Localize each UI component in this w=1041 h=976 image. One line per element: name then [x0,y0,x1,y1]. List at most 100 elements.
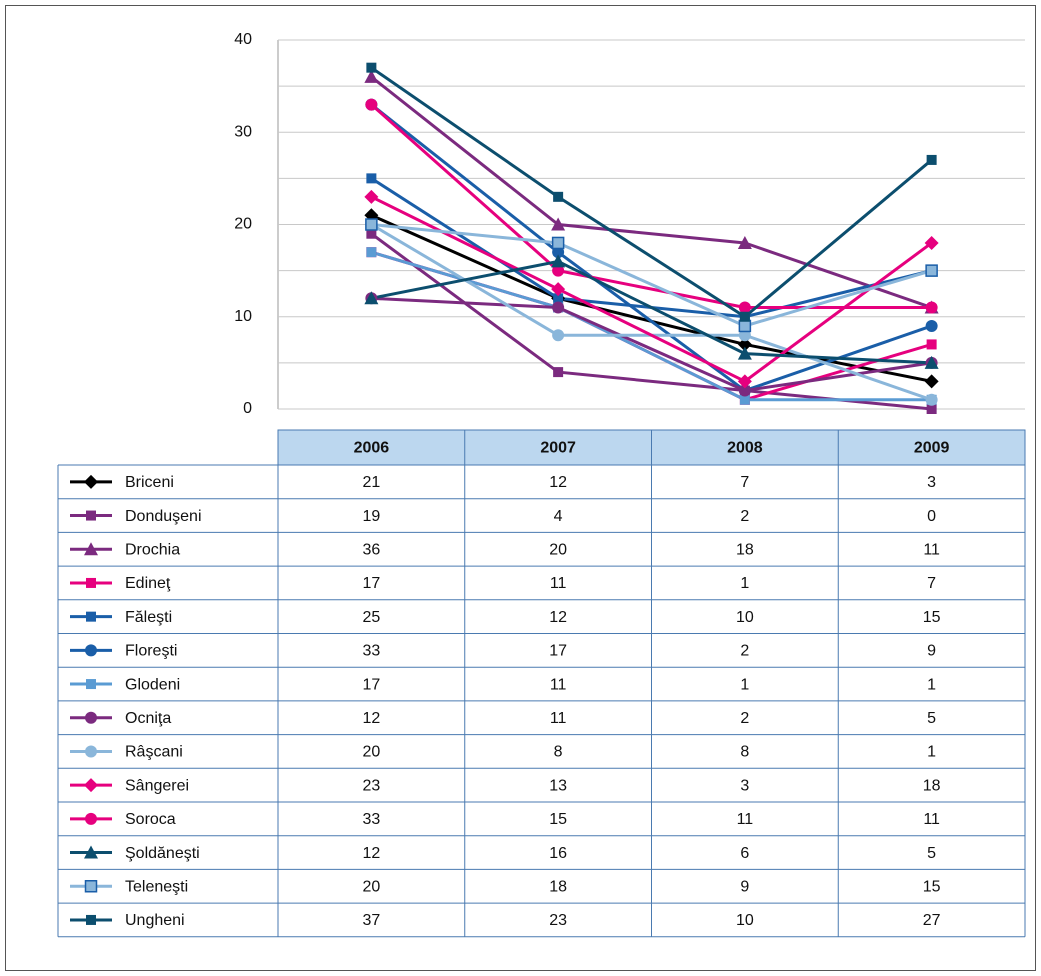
table-cell: 9 [740,878,749,895]
table-cell: 12 [549,474,567,491]
legend-label: Drochia [125,541,180,558]
legend-label: Briceni [125,474,174,491]
marker [552,264,565,277]
table-cell: 6 [740,845,749,862]
series-line [370,195,933,384]
marker [366,228,377,239]
table-header: 2008 [727,440,763,457]
legend-label: Donduşeni [125,508,202,525]
table-cell: 12 [362,710,380,727]
table-header: 2006 [354,440,390,457]
table-cell: 8 [554,744,563,761]
frame [5,5,1036,971]
table-cell: 5 [927,710,936,727]
marker [366,62,377,73]
marker [551,217,566,231]
table-cell: 15 [923,609,941,626]
table-cell: 7 [740,474,749,491]
marker [366,247,377,258]
legend-label: Sângerei [125,777,189,794]
legend-label: Şoldăneşti [125,845,200,862]
table-cell: 21 [362,474,380,491]
marker [553,293,564,304]
table-cell: 4 [554,508,563,525]
series-line [371,259,932,365]
marker [86,577,96,588]
legend-label: Ungheni [125,912,185,929]
marker [366,173,377,184]
marker [924,235,939,250]
legend-label: Teleneşti [125,878,188,895]
table-cell: 15 [923,878,941,895]
legend-label: Edineţ [125,575,171,592]
table-cell: 8 [740,744,749,761]
table-cell: 16 [549,845,567,862]
marker [364,69,379,83]
table-cell: 20 [549,541,567,558]
marker [924,355,939,369]
table-cell: 25 [362,609,380,626]
series-line [370,66,933,319]
marker [925,301,938,314]
table-cell: 11 [550,676,567,693]
y-tick-label: 20 [234,216,252,233]
marker [739,394,750,405]
table-cell: 2 [740,508,749,525]
marker [365,98,378,111]
marker [737,346,752,360]
marker [926,339,937,350]
marker [738,319,752,333]
table-cell: 19 [362,508,380,525]
table-cell: 7 [927,575,936,592]
y-tick-label: 30 [234,123,252,140]
table-cell: 0 [927,508,936,525]
marker [926,404,937,414]
table-cell: 11 [550,575,567,592]
marker [739,311,750,322]
table-cell: 37 [362,912,380,929]
table-cell: 11 [737,811,754,828]
marker [365,218,378,231]
marker [84,474,98,489]
legend-label: Floreşti [125,643,177,660]
legend-label: Râşcani [125,744,183,761]
marker [85,644,97,657]
table-cell: 33 [362,643,380,660]
marker [84,880,98,893]
marker [84,778,98,793]
table-cell: 27 [923,912,941,929]
table-cell: 10 [736,609,754,626]
marker [737,374,752,389]
series-line [370,103,932,310]
table-cell: 18 [549,878,567,895]
table-cell: 2 [740,710,749,727]
marker [552,329,565,342]
series-line [371,296,932,393]
y-tick-label: 40 [234,31,252,48]
marker [553,367,564,378]
table-cell: 36 [362,541,380,558]
legend-label: Soroca [125,811,176,828]
legend-label: Făleşti [125,609,172,626]
table-cell: 3 [740,777,749,794]
table-cell: 3 [927,474,936,491]
marker [925,393,938,406]
marker [86,679,96,690]
marker [553,191,564,202]
table-cell: 1 [740,676,749,693]
table-cell: 20 [362,878,380,895]
table-cell: 1 [927,676,936,693]
table-cell: 10 [736,912,754,929]
series-line [371,223,933,328]
marker [84,845,98,859]
table-cell: 12 [549,609,567,626]
marker [86,611,96,622]
table-header: 2009 [914,440,950,457]
table-cell: 23 [549,912,567,929]
table-cell: 1 [927,744,936,761]
marker [85,812,97,825]
marker [925,264,938,277]
table-cell: 20 [362,744,380,761]
marker [85,745,97,758]
